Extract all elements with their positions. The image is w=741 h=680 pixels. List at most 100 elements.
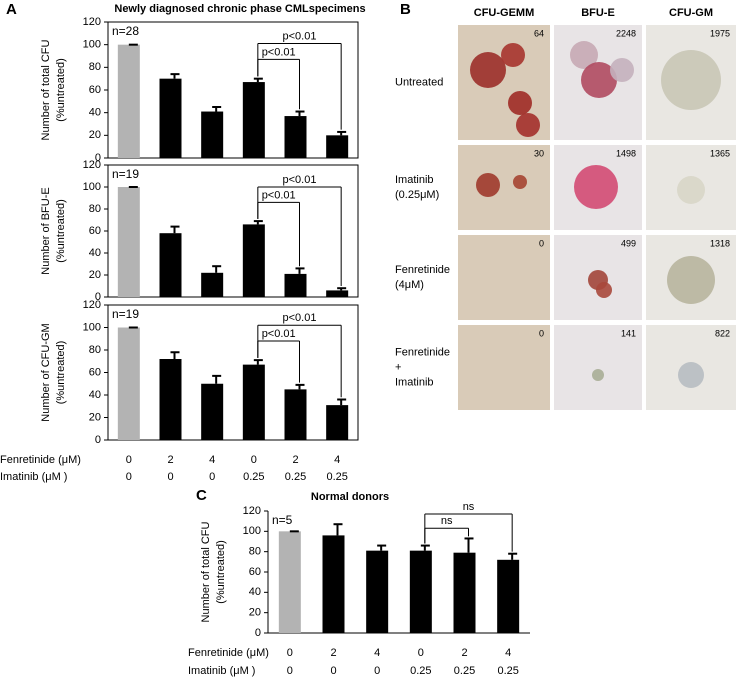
colony [592, 369, 604, 381]
y-axis-label: Number of BFU-E [40, 187, 52, 274]
x-tick-label: 4 [374, 647, 380, 659]
panel-label: C [196, 487, 207, 504]
error-bar [212, 374, 222, 384]
y-axis-label: (%untreated) [215, 540, 227, 604]
y-axis-label: (%untreated) [55, 199, 67, 263]
x-tick-label: 4 [505, 647, 511, 659]
x-tick-label: 0.25 [454, 665, 475, 677]
bar [201, 111, 224, 158]
error-bar [253, 77, 263, 83]
error-bar [464, 537, 474, 553]
x-tick-label: 0 [330, 665, 336, 677]
panel-label: A [6, 1, 17, 18]
row-label: Fenretinide [395, 264, 450, 276]
count-label: 499 [621, 238, 636, 248]
y-tick-label: 100 [83, 39, 101, 51]
x-tick-label: 0 [374, 665, 380, 677]
bar [497, 559, 520, 633]
bar [284, 389, 307, 440]
error-bar [253, 220, 263, 225]
x-tick-label: 0.25 [410, 665, 431, 677]
y-axis-label: Number of total CFU [200, 522, 212, 623]
colony [501, 43, 525, 67]
y-tick-label: 80 [89, 344, 101, 356]
y-tick-label: 40 [89, 389, 101, 401]
bar [326, 135, 349, 158]
n-label: n=5 [272, 513, 293, 527]
x-tick-label: 0.25 [285, 471, 306, 483]
count-label: 64 [534, 28, 544, 38]
x-tick-label: 2 [292, 454, 298, 466]
x-row-label: Fenretinide (μM) [188, 647, 269, 659]
count-label: 30 [534, 148, 544, 158]
row-label: (0.25μM) [395, 189, 439, 201]
x-tick-label: 0.25 [326, 471, 347, 483]
y-tick-label: 0 [95, 291, 101, 303]
error-bar [377, 544, 387, 551]
colony [574, 165, 618, 209]
count-label: 1498 [616, 148, 636, 158]
y-tick-label: 80 [89, 203, 101, 215]
significance-label: p<0.01 [262, 189, 296, 201]
y-tick-label: 20 [89, 269, 101, 281]
count-label: 822 [715, 328, 730, 338]
y-axis-label: Number of total CFU [40, 40, 52, 141]
x-row-label: Imatinib (μM ) [188, 665, 255, 677]
colony [596, 282, 612, 298]
count-label: 0 [539, 328, 544, 338]
colony [476, 173, 500, 197]
y-tick-label: 60 [89, 366, 101, 378]
colony [570, 41, 598, 69]
y-tick-label: 40 [89, 247, 101, 259]
y-tick-label: 40 [89, 107, 101, 119]
row-label: + [395, 361, 401, 373]
colony [470, 52, 506, 88]
bar [242, 224, 265, 297]
error-bar [170, 351, 180, 359]
x-tick-label: 0 [287, 647, 293, 659]
bar [409, 550, 432, 633]
bar [242, 364, 265, 440]
plot-frame [107, 164, 359, 298]
bar [453, 552, 476, 633]
x-tick-label: 4 [334, 454, 340, 466]
x-tick-label: 2 [167, 454, 173, 466]
error-bar [170, 73, 180, 79]
error-bar [333, 523, 343, 536]
y-tick-label: 20 [89, 129, 101, 141]
y-axis-label: Number of CFU-GM [40, 323, 52, 421]
y-tick-label: 100 [83, 181, 101, 193]
colony [508, 91, 532, 115]
x-tick-label: 0 [126, 454, 132, 466]
micrograph [458, 235, 550, 320]
bar [326, 405, 349, 440]
significance-label: p<0.01 [283, 174, 317, 186]
bar [284, 116, 307, 158]
colony [516, 113, 540, 137]
y-tick-label: 80 [89, 61, 101, 73]
bracket [257, 324, 342, 398]
count-label: 1365 [710, 148, 730, 158]
colony [667, 256, 715, 304]
count-label: 141 [621, 328, 636, 338]
x-tick-label: 0 [418, 647, 424, 659]
colony [678, 362, 704, 388]
count-label: 0 [539, 238, 544, 248]
x-tick-label: 0.25 [497, 665, 518, 677]
y-tick-label: 100 [243, 525, 261, 537]
error-bar [337, 287, 347, 291]
error-bar [212, 265, 222, 273]
bar [117, 187, 140, 297]
y-tick-label: 20 [249, 607, 261, 619]
colony [661, 50, 721, 110]
significance-label: p<0.01 [262, 328, 296, 340]
column-header: CFU-GEMM [474, 7, 535, 19]
y-tick-label: 0 [95, 152, 101, 164]
x-tick-label: 0 [126, 471, 132, 483]
x-tick-label: 2 [330, 647, 336, 659]
bar [117, 327, 140, 440]
x-tick-label: 0 [167, 471, 173, 483]
y-tick-label: 120 [83, 299, 101, 311]
x-tick-label: 4 [209, 454, 215, 466]
bracket [424, 513, 513, 552]
